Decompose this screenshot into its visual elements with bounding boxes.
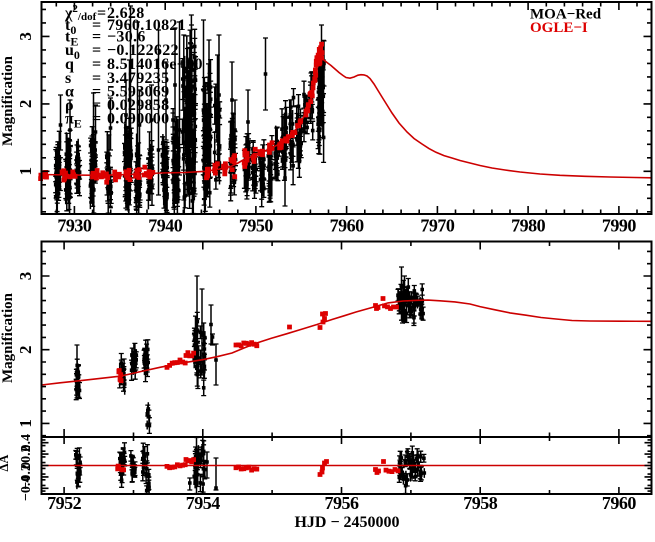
svg-text:7960: 7960 (330, 216, 365, 236)
svg-text:χ2/dof: χ2/dof (64, 3, 97, 23)
svg-text:MOA−Red: MOA−Red (530, 7, 602, 23)
svg-text:1: 1 (16, 167, 35, 176)
svg-text:3: 3 (16, 32, 35, 41)
svg-text:7990: 7990 (602, 216, 637, 236)
svg-text:=: = (92, 29, 101, 46)
svg-text:=: = (92, 42, 101, 59)
svg-text:2: 2 (16, 100, 35, 109)
svg-text:=: = (92, 84, 101, 101)
svg-text:OGLE−I: OGLE−I (530, 20, 588, 36)
svg-text:α: α (65, 84, 74, 101)
svg-text:7960.10821: 7960.10821 (107, 17, 186, 34)
svg-text:5.593069: 5.593069 (107, 84, 169, 101)
svg-text:q: q (65, 56, 74, 73)
svg-text:−0.122622: −0.122622 (107, 42, 179, 59)
svg-text:−30.6: −30.6 (107, 29, 146, 46)
svg-text:t0: t0 (65, 17, 76, 37)
svg-text:3.479235: 3.479235 (107, 70, 169, 87)
svg-text:Magnification: Magnification (0, 55, 16, 146)
svg-text:0.2: 0.2 (19, 445, 34, 463)
svg-text:7930: 7930 (57, 216, 92, 236)
svg-text:2.628: 2.628 (107, 5, 145, 22)
svg-text:−0.4: −0.4 (19, 476, 34, 501)
svg-text:s: s (65, 70, 71, 87)
svg-text:HJD − 2450000: HJD − 2450000 (294, 514, 399, 531)
svg-text:=: = (97, 5, 106, 22)
svg-text:0.000000: 0.000000 (107, 111, 169, 128)
svg-text:1: 1 (16, 419, 35, 428)
svg-text:−0.2: −0.2 (19, 464, 34, 489)
svg-text:=: = (92, 17, 101, 34)
svg-text:2: 2 (16, 345, 35, 354)
svg-text:7970: 7970 (420, 216, 455, 236)
svg-text:ΔA: ΔA (0, 455, 11, 472)
svg-text:0: 0 (19, 462, 34, 469)
svg-text:0.4: 0.4 (19, 434, 34, 452)
svg-text:7952: 7952 (47, 493, 82, 513)
svg-text:πE: πE (65, 111, 82, 131)
svg-text:ρ: ρ (65, 97, 74, 114)
svg-text:=: = (92, 56, 101, 73)
svg-text:=: = (92, 97, 101, 114)
svg-text:Magnification: Magnification (0, 292, 16, 383)
svg-text:0.029858: 0.029858 (107, 97, 169, 114)
svg-text:=: = (92, 111, 101, 128)
svg-text:7940: 7940 (148, 216, 183, 236)
svg-text:7960: 7960 (602, 493, 637, 513)
svg-text:7950: 7950 (239, 216, 274, 236)
svg-text:3: 3 (16, 272, 35, 281)
svg-text:7980: 7980 (511, 216, 546, 236)
svg-text:7958: 7958 (463, 493, 498, 513)
svg-text:=: = (92, 70, 101, 87)
svg-text:7954: 7954 (186, 493, 221, 513)
svg-text:7956: 7956 (325, 493, 360, 513)
svg-text:8.514016e+00: 8.514016e+00 (107, 56, 203, 73)
